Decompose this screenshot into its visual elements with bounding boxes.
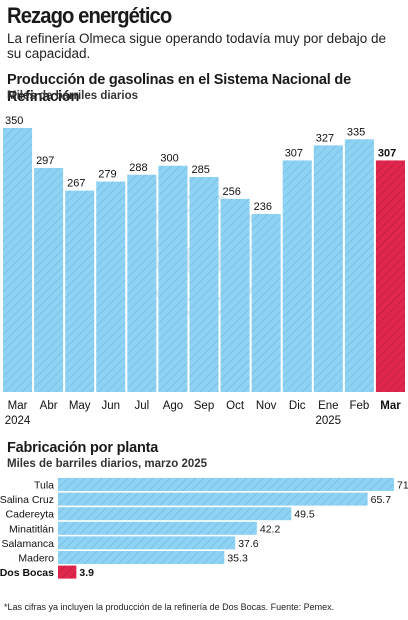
bar-11 — [344, 139, 374, 392]
plant-bar-6 — [58, 565, 77, 579]
bar-value-label: 350 — [5, 115, 23, 127]
year-tick-label: 2025 — [316, 415, 342, 427]
month-tick-label: May — [69, 400, 91, 412]
bar-10 — [313, 145, 343, 392]
section1-units: Miles de barriles diarios — [7, 90, 139, 102]
bar-value-label: 335 — [347, 126, 365, 138]
footnote: *Las cifras ya incluyen la producción de… — [4, 602, 335, 612]
page-title: Rezago energético — [7, 3, 172, 28]
bar-1 — [34, 167, 64, 392]
monthly-production-chart: 350 Mar 2024 297 Abr 267 May 279 Jun 288 Jul 300 Ago… — [3, 115, 405, 427]
bar-3 — [96, 181, 126, 392]
plant-bar-4 — [58, 536, 236, 550]
plant-value-label: 65.7 — [371, 494, 392, 506]
section1-title: Producción de gasolinas en el Sistema Na… — [7, 72, 351, 105]
month-tick-label: Jul — [134, 400, 149, 412]
plant-label: Minatitlán — [9, 523, 54, 535]
plant-label: Tula — [34, 480, 54, 492]
plant-production-chart: Tula 71.3 Salina Cruz 65.7 Cadereyta 49.5 Mina… — [0, 478, 408, 579]
plant-value-label: 71.3 — [397, 480, 408, 492]
bar-value-label: 279 — [98, 169, 116, 181]
section2-title: Fabricación por planta — [7, 440, 159, 456]
month-tick-label: Ene — [318, 400, 338, 412]
plant-label: Madero — [18, 553, 54, 565]
month-tick-label: Ago — [163, 400, 183, 412]
month-tick-label: Nov — [256, 400, 277, 412]
plant-label: Cadereyta — [6, 509, 55, 521]
month-tick-label: Mar — [8, 400, 28, 412]
plant-value-label: 42.2 — [260, 523, 281, 535]
plant-label: Dos Bocas — [0, 567, 54, 579]
bar-8 — [251, 213, 281, 392]
bar-value-label: 267 — [67, 178, 85, 190]
bar-value-label: 307 — [285, 147, 303, 159]
plant-bar-1 — [58, 492, 368, 506]
bar-value-label: 285 — [191, 164, 209, 176]
bar-value-label: 297 — [36, 155, 54, 167]
plant-value-label: 37.6 — [238, 538, 259, 550]
bar-value-label: 288 — [129, 162, 147, 174]
month-tick-label: Mar — [380, 400, 401, 412]
plant-bar-3 — [58, 521, 257, 535]
bar-value-label: 236 — [254, 201, 272, 213]
bar-value-label: 327 — [316, 132, 334, 144]
bar-9 — [282, 160, 312, 392]
plant-value-label: 35.3 — [227, 553, 248, 565]
month-tick-label: Feb — [349, 400, 369, 412]
bar-6 — [189, 177, 219, 392]
plant-bar-2 — [58, 507, 292, 521]
month-tick-label: Oct — [226, 400, 245, 412]
plant-bar-0 — [58, 478, 394, 491]
bar-0 — [3, 128, 33, 392]
bar-4 — [127, 174, 157, 392]
bar-12 — [375, 160, 405, 392]
month-tick-label: Sep — [194, 400, 214, 412]
section2-units: Miles de barriles diarios, marzo 2025 — [7, 458, 208, 470]
bar-value-label: 300 — [160, 153, 178, 165]
plant-label: Salamanca — [1, 538, 54, 550]
month-tick-label: Jun — [101, 400, 120, 412]
plant-bar-5 — [58, 551, 225, 564]
bar-5 — [158, 165, 188, 392]
month-tick-label: Abr — [40, 400, 58, 412]
plant-value-label: 3.9 — [79, 567, 94, 579]
bar-value-label: 307 — [378, 147, 396, 159]
plant-label: Salina Cruz — [0, 494, 54, 506]
plant-value-label: 49.5 — [294, 509, 315, 521]
bar-2 — [65, 190, 95, 392]
month-tick-label: Dic — [289, 400, 306, 412]
year-tick-label: 2024 — [5, 415, 31, 427]
bar-value-label: 256 — [223, 186, 241, 198]
page-subtitle: La refinería Olmeca sigue operando todav… — [7, 31, 386, 61]
bar-7 — [220, 198, 250, 392]
